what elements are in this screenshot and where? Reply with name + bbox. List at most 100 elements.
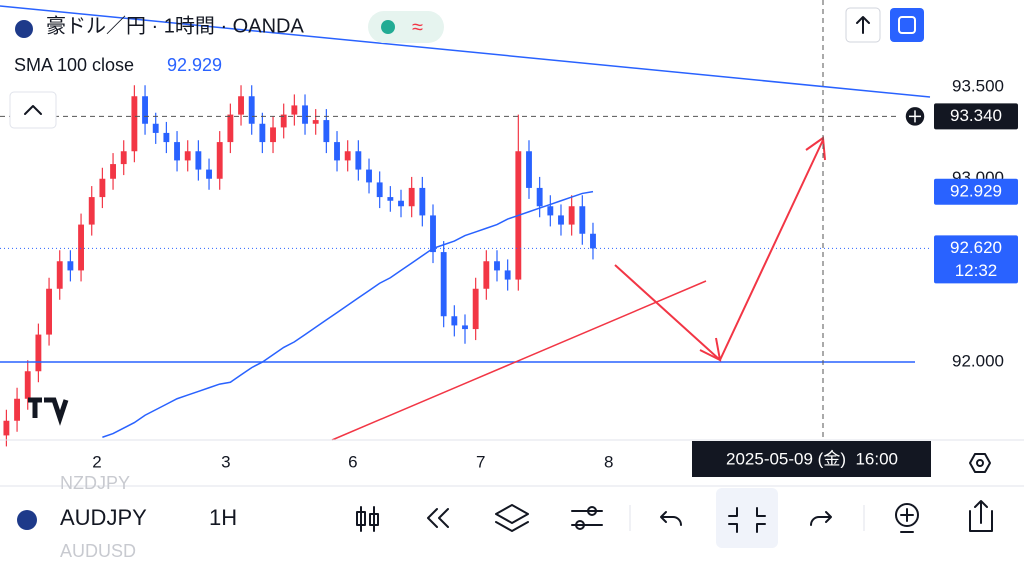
- candle-body: [67, 261, 74, 271]
- candle-body: [323, 120, 330, 143]
- status-pill[interactable]: [368, 11, 444, 43]
- data-icon: ≈: [412, 16, 423, 38]
- candle-body: [259, 123, 266, 143]
- candle-body: [419, 187, 426, 216]
- candle-body: [227, 114, 234, 143]
- candle-body: [504, 270, 511, 280]
- candle-body: [216, 142, 223, 179]
- candle-body: [163, 132, 170, 143]
- undo-button[interactable]: [660, 511, 682, 526]
- candle-body: [472, 288, 479, 330]
- collapse-button[interactable]: [9, 91, 57, 129]
- candle-body: [558, 215, 564, 225]
- flag-icon: [17, 510, 37, 530]
- alert-button[interactable]: [895, 503, 919, 533]
- y-tick-label: 93.500: [952, 77, 1004, 96]
- x-tick-label: 7: [476, 452, 485, 471]
- sma-line: [102, 190, 594, 438]
- candle-body: [366, 169, 372, 183]
- candle-body: [302, 105, 308, 124]
- x-tick-label: 6: [348, 452, 357, 471]
- candle-body: [547, 206, 554, 216]
- layers-button[interactable]: [495, 504, 529, 532]
- price-badge-label: 92.620: [950, 238, 1002, 257]
- candle-body: [99, 178, 106, 198]
- candle-body: [494, 261, 500, 271]
- fit-button[interactable]: [716, 488, 778, 548]
- path-arrow: [614, 139, 824, 362]
- x-tick-label: 8: [604, 452, 613, 471]
- market-open-dot: [381, 20, 395, 34]
- candle-body: [131, 96, 138, 152]
- settings-icon-center: [976, 459, 984, 467]
- candle-body: [35, 334, 42, 372]
- candle-body: [579, 206, 586, 234]
- indicator-name: SMA 100 close: [14, 55, 134, 75]
- countdown: 12:32: [955, 261, 998, 280]
- trend-line: [331, 280, 707, 441]
- crosshair-time: 2025-05-09 (金) 16:00: [726, 449, 898, 468]
- candle-body: [355, 151, 362, 170]
- candle-body: [291, 105, 298, 115]
- price-badge: [934, 103, 1018, 130]
- candle-body: [110, 164, 116, 179]
- candle-body: [451, 316, 458, 326]
- candle-body: [270, 127, 276, 143]
- symbol-title: 豪ドル／円 · 1時間 · OANDA: [46, 14, 304, 37]
- next-symbol: AUDUSD: [60, 541, 136, 561]
- plot: [0, 85, 930, 447]
- tv-logo: [28, 397, 69, 426]
- candle-body: [248, 96, 255, 124]
- candle-body: [3, 420, 10, 436]
- settings-icon[interactable]: [969, 453, 991, 473]
- interval[interactable]: 1H: [209, 505, 237, 530]
- share-button[interactable]: [969, 500, 993, 532]
- price-badge: [934, 235, 1018, 284]
- candle-body: [46, 288, 52, 335]
- candle-body: [238, 96, 244, 115]
- flag-icon: [15, 20, 33, 38]
- arrow-head: [699, 337, 722, 362]
- candle-body: [184, 151, 191, 161]
- candle-body: [462, 325, 468, 330]
- overlay: 92.00093.00093.50093.34092.92992.62012:3…: [904, 77, 1018, 371]
- candle-body: [78, 224, 84, 271]
- x-tick-label: 3: [221, 452, 230, 471]
- replay-button[interactable]: [427, 508, 449, 528]
- candle-body: [430, 215, 436, 253]
- candle-body: [88, 197, 95, 225]
- fullscreen-button[interactable]: [890, 8, 924, 42]
- symbol[interactable]: AUDJPY: [60, 505, 147, 530]
- candle-body: [483, 261, 490, 289]
- candles-button[interactable]: [356, 506, 379, 532]
- candle-body: [334, 142, 340, 161]
- price-badge-label: 93.340: [950, 106, 1002, 125]
- candle-body: [590, 233, 596, 249]
- price-badge-label: 92.929: [950, 181, 1002, 200]
- add-alert-plus: [909, 110, 921, 123]
- candle-body: [152, 123, 159, 133]
- time-axis: 2 3 6 7 8: [92, 452, 613, 471]
- candle-body: [440, 252, 447, 317]
- y-tick-label: 92.000: [952, 352, 1004, 371]
- fullscreen-icon: [898, 16, 916, 34]
- candle-body: [206, 169, 212, 179]
- candle-body: [408, 187, 415, 207]
- candle-body: [195, 151, 202, 170]
- redo-button[interactable]: [810, 511, 832, 526]
- candle-body: [376, 182, 383, 198]
- crosshair-time-badge: [692, 441, 931, 477]
- candle-body: [142, 96, 148, 124]
- candle-body: [398, 200, 404, 207]
- candle-body: [536, 187, 543, 207]
- candle-body: [174, 142, 180, 161]
- candle-body: [280, 114, 287, 128]
- candle-body: [568, 206, 575, 225]
- indicator-value: 92.929: [167, 55, 222, 75]
- candle-body: [56, 261, 63, 289]
- candle-body: [526, 151, 532, 188]
- chevron-icon: [24, 105, 42, 115]
- arrow-up-icon: [856, 16, 870, 34]
